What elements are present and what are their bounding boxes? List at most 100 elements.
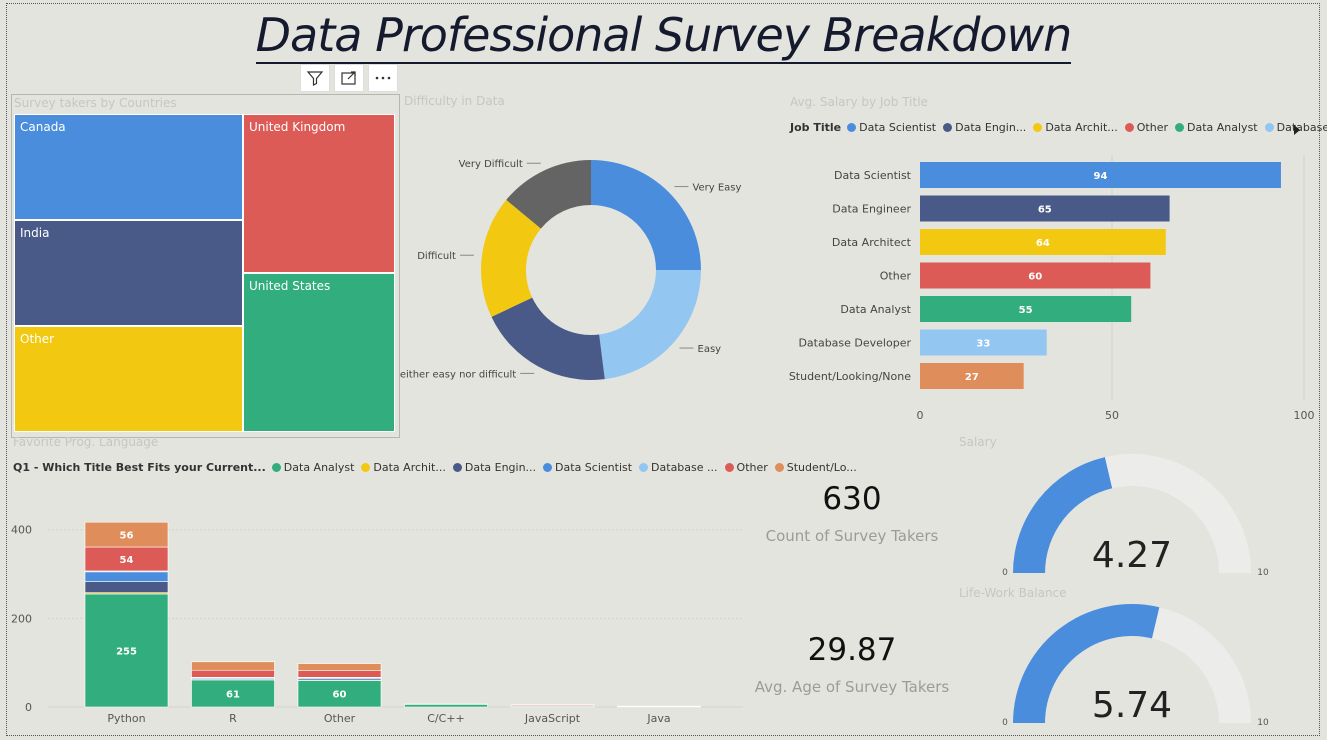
- salary-chart-title: Avg. Salary by Job Title: [790, 95, 928, 109]
- more-options-icon[interactable]: [368, 64, 398, 92]
- bar-data-label: 61: [226, 689, 240, 700]
- stacked-bar-segment[interactable]: [191, 679, 275, 708]
- x-tick-label: 50: [1105, 409, 1119, 422]
- x-tick-label: 100: [1294, 409, 1315, 422]
- kpi-count-label: Count of Survey Takers: [765, 527, 939, 545]
- gauge-balance-title: Life-Work Balance: [959, 586, 1067, 600]
- language-stacked-bar-chart[interactable]: 0 200 400 255 54 56 Python 61 R 60 Other C/C++ JavaS…: [8, 485, 748, 730]
- treemap-cell-canada[interactable]: Canada: [14, 114, 243, 220]
- salary-bar[interactable]: [920, 262, 1151, 289]
- legend-item[interactable]: Data Scientist: [543, 461, 632, 474]
- legend-item[interactable]: Data Engin...: [452, 461, 536, 474]
- stacked-bar-segment[interactable]: [84, 571, 169, 582]
- treemap-cell-united-kingdom[interactable]: United Kingdom: [243, 114, 395, 273]
- bar-data-label: 255: [116, 646, 137, 657]
- donut-slice[interactable]: [506, 160, 591, 229]
- legend-item[interactable]: Student/Lo...: [774, 461, 857, 474]
- salary-bar[interactable]: [920, 229, 1166, 255]
- gauge-min-label: 0: [1002, 568, 1008, 578]
- lang-legend-title: Q1 - Which Title Best Fits your Current.…: [13, 461, 266, 474]
- stacked-bar-segment[interactable]: [84, 581, 169, 593]
- salary-bar-chart[interactable]: 0 50 100 Data Scientist 94 Data Engineer 65 Dat…: [780, 150, 1320, 430]
- legend-item[interactable]: Database ...: [639, 461, 718, 474]
- gauge-max-label: 10: [1257, 718, 1269, 728]
- bar-data-label: 65: [1038, 205, 1052, 216]
- donut-label: Very Difficult: [459, 159, 523, 170]
- bar-data-label: 60: [333, 690, 347, 701]
- stacked-bar-segment[interactable]: [191, 661, 275, 671]
- legend-item[interactable]: Data Archit...: [1033, 121, 1118, 134]
- gauge-salary[interactable]: 4.27 0 10: [1000, 448, 1280, 583]
- y-tick-label: 400: [11, 524, 32, 537]
- legend-item[interactable]: Other: [1124, 121, 1168, 134]
- legend-item[interactable]: Other: [724, 461, 768, 474]
- bar-data-label: 94: [1094, 171, 1108, 182]
- legend-item[interactable]: Data Engin...: [943, 121, 1026, 134]
- gauge-track-arc: [1152, 607, 1251, 723]
- y-category-label: Data Scientist: [834, 169, 912, 182]
- salary-bar[interactable]: [920, 162, 1281, 188]
- stacked-bar-segment[interactable]: [84, 593, 169, 708]
- stacked-bar-segment[interactable]: [297, 663, 382, 671]
- bar-data-label: 55: [1019, 305, 1033, 316]
- treemap-title: Survey takers by Countries: [14, 96, 177, 110]
- kpi-age-value: 29.87: [807, 632, 897, 668]
- gauge-min-label: 0: [1002, 718, 1008, 728]
- filter-icon[interactable]: [300, 64, 330, 92]
- gauge-salary-title: Salary: [959, 435, 997, 449]
- salary-bar[interactable]: [920, 296, 1132, 322]
- bar-data-label: 33: [976, 339, 990, 350]
- treemap-cell-other[interactable]: Other: [14, 326, 243, 432]
- x-category-label: JavaScript: [524, 712, 581, 725]
- stacked-bar-segment[interactable]: [191, 669, 275, 678]
- gauge-life-work-balance[interactable]: 5.74 0 10: [1000, 598, 1280, 733]
- donut-slice[interactable]: [599, 270, 701, 380]
- x-tick-label: 0: [917, 409, 924, 422]
- bar-data-label: 54: [120, 555, 134, 566]
- x-category-label: C/C++: [427, 712, 465, 725]
- treemap-countries[interactable]: Survey takers by Countries Canada United…: [11, 94, 400, 438]
- gauge-value-label: 5.74: [1092, 685, 1172, 726]
- y-category-label: Data Architect: [832, 236, 912, 249]
- focus-mode-icon[interactable]: [334, 64, 364, 92]
- report-canvas-border: [6, 3, 1320, 736]
- stacked-bar-segment[interactable]: [84, 521, 169, 548]
- donut-label: Difficult: [417, 251, 456, 262]
- stacked-bar-segment[interactable]: [404, 704, 488, 708]
- visual-header: [300, 64, 398, 92]
- stacked-bar-segment[interactable]: [297, 680, 382, 708]
- donut-title: Difficulty in Data: [404, 94, 505, 108]
- salary-bar[interactable]: [920, 329, 1047, 356]
- donut-chart-difficulty[interactable]: Very Easy Easy Neither easy nor difficult D…: [400, 110, 770, 410]
- x-category-label: R: [229, 712, 237, 725]
- gauge-value-arc: [1013, 604, 1160, 723]
- salary-bar[interactable]: [920, 363, 1024, 389]
- salary-legend-title: Job Title: [790, 121, 842, 134]
- bar-data-label: 60: [1028, 272, 1042, 283]
- y-category-label: Data Engineer: [832, 203, 911, 216]
- donut-slice[interactable]: [591, 160, 701, 270]
- stacked-bar-segment[interactable]: [297, 670, 382, 678]
- donut-slice[interactable]: [481, 199, 541, 317]
- gauge-max-label: 10: [1257, 568, 1269, 578]
- gauge-track-arc: [1104, 454, 1251, 573]
- y-category-label: Database Developer: [798, 337, 911, 350]
- bar-data-label: 56: [120, 531, 134, 542]
- legend-item[interactable]: Data Scientist: [847, 121, 936, 134]
- chevron-right-icon[interactable]: [1292, 121, 1302, 140]
- treemap-cell-united-states[interactable]: United States: [243, 273, 395, 432]
- legend-item[interactable]: Data Analyst: [1175, 121, 1258, 134]
- x-category-label: Other: [324, 712, 356, 725]
- gauge-value-arc: [1013, 457, 1113, 573]
- salary-legend: Job Title Data Scientist Data Engin... D…: [790, 121, 1327, 134]
- bar-data-label: 27: [965, 372, 979, 383]
- legend-item[interactable]: Data Analyst: [271, 461, 354, 474]
- kpi-age-label: Avg. Age of Survey Takers: [754, 678, 950, 696]
- salary-bar[interactable]: [920, 195, 1170, 222]
- gauge-value-label: 4.27: [1092, 535, 1172, 576]
- legend-item[interactable]: Data Archit...: [361, 461, 446, 474]
- y-category-label: Other: [880, 270, 912, 283]
- treemap-cell-india[interactable]: India: [14, 220, 243, 326]
- donut-slice[interactable]: [491, 297, 605, 380]
- legend-item[interactable]: Database ...: [1264, 121, 1327, 134]
